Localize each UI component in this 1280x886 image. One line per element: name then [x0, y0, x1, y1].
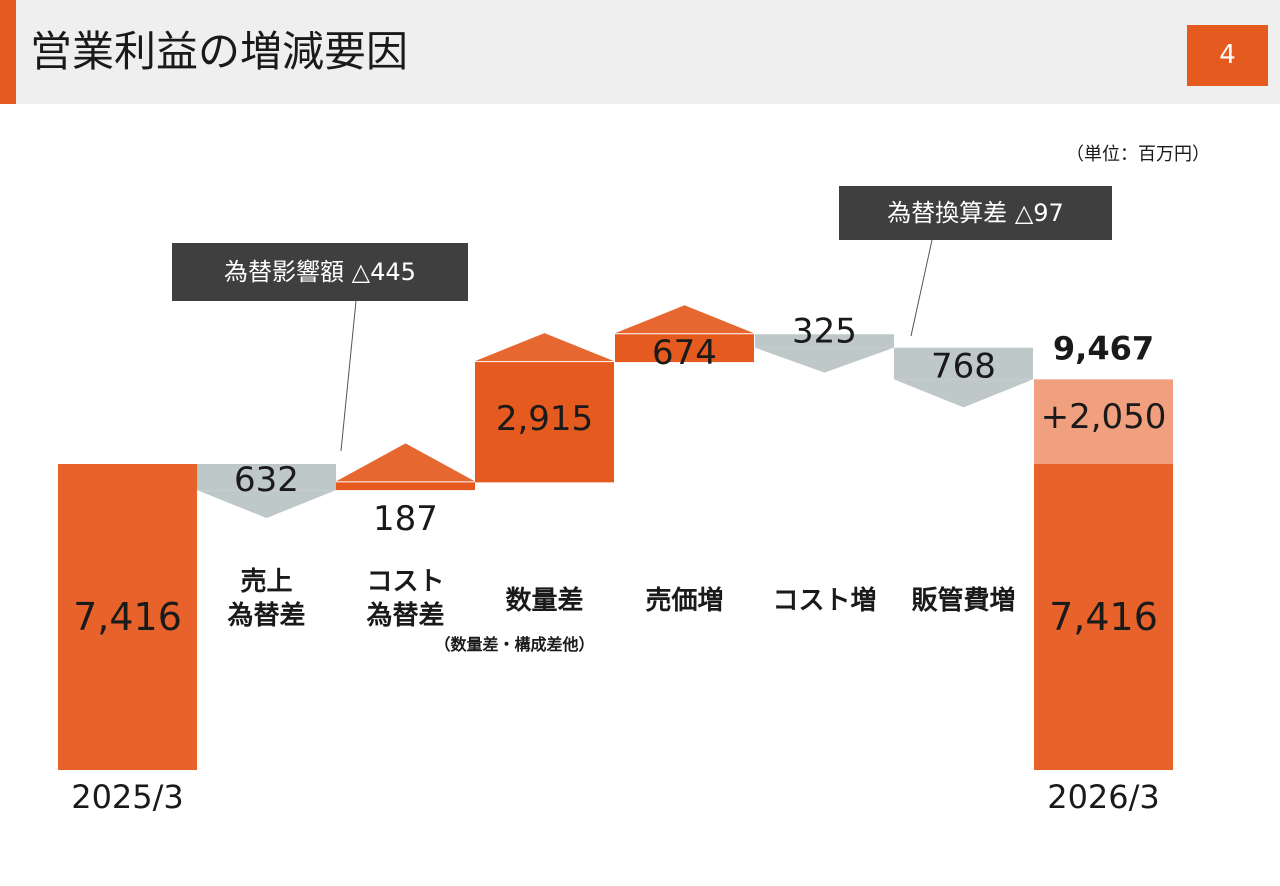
bar-step-1-value-label: 632: [234, 460, 299, 500]
fx-impact-leader-line: [340, 300, 357, 452]
arrow-down-6: [894, 379, 1033, 408]
x-label-start: 2025/3: [71, 778, 184, 816]
x-label-step-1-line2: 為替差: [227, 600, 305, 631]
bar-step-3: [475, 362, 614, 483]
bar-step-4-value-label: 674: [652, 333, 717, 373]
unit-label: （単位：百万円）: [1066, 144, 1210, 165]
bar-step-6-value-label: 768: [931, 347, 996, 387]
bar-step-2: [336, 482, 475, 491]
bar-step-6: [894, 347, 1033, 380]
x-label-step-2-line1: コスト: [366, 567, 444, 597]
x-label-step-2-line2: 為替差: [366, 600, 444, 631]
translation-diff-callout: 為替換算差 △97: [839, 186, 1112, 240]
bar-step-5-value-label: 325: [792, 311, 857, 351]
bar-step-2-value-label: 187: [373, 499, 438, 539]
x-label-step-6: 販管費増: [911, 586, 1015, 616]
bar-start-value-label: 7,416: [73, 595, 182, 639]
arrow-down-1: [197, 490, 336, 519]
fx-impact-callout: 為替影響額 △445: [172, 243, 468, 301]
page-number-badge: 4: [1187, 25, 1268, 86]
bar-start: [58, 464, 197, 770]
translation-diff-leader-line: [910, 239, 933, 337]
bar-end-total-label: 9,467: [1053, 329, 1154, 367]
arrow-up-4: [615, 305, 754, 334]
bar-step-1: [197, 464, 336, 491]
bar-end-increase: [1034, 379, 1173, 464]
bar-end-increase-value-label: +2,050: [1041, 397, 1167, 437]
x-label-step-3: 数量差: [505, 585, 583, 616]
arrow-up-3: [475, 333, 614, 362]
bar-step-3-value-label: 2,915: [496, 399, 593, 439]
slide-header: 営業利益の増減要因 4: [0, 0, 1280, 104]
x-label-step-1-line1: 売上: [240, 567, 292, 597]
header-accent-bar: [0, 0, 16, 104]
arrow-down-5: [755, 347, 894, 373]
x-sublabel-step-3: （数量差・構成差他）: [434, 635, 594, 654]
arrow-up-2: [336, 443, 475, 482]
bar-end-base: [1034, 464, 1173, 770]
x-label-end: 2026/3: [1047, 778, 1160, 816]
bar-step-5: [755, 334, 894, 348]
bar-step-4: [615, 334, 754, 363]
page-title: 営業利益の増減要因: [30, 27, 409, 76]
bar-end-base-value-label: 7,416: [1049, 595, 1158, 639]
x-label-step-4: 売価増: [645, 586, 723, 616]
x-label-step-5: コスト増: [772, 586, 876, 616]
